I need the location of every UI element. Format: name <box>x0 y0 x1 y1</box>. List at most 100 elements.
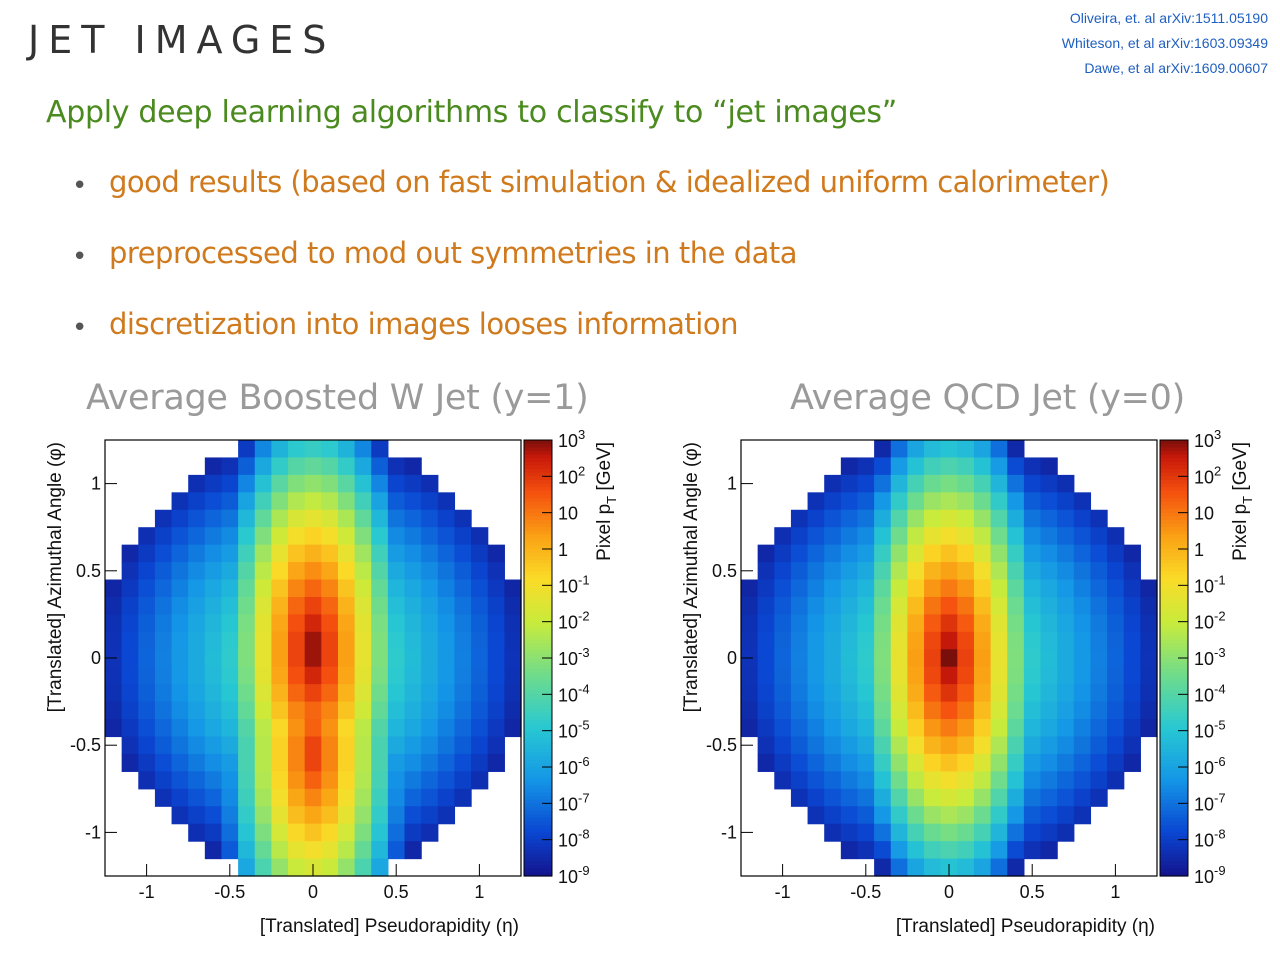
colorbar-segment <box>1160 734 1188 739</box>
heatmap-pixel <box>1107 544 1125 563</box>
colorbar-segment <box>524 796 552 801</box>
heatmap-pixel <box>824 474 842 493</box>
heatmap-pixel <box>1057 562 1075 581</box>
heatmap-pixel <box>957 823 975 842</box>
heatmap-pixel <box>1007 666 1025 685</box>
heatmap-pixel <box>238 841 256 860</box>
colorbar-segment <box>524 872 552 877</box>
colorbar-segment <box>524 752 552 757</box>
heatmap-pixel <box>1040 719 1058 738</box>
colorbar-segment <box>1160 509 1188 514</box>
reference-whiteson[interactable]: Whiteson, et al arXiv:1603.09349 <box>1061 35 1268 51</box>
heatmap-pixel <box>337 841 356 860</box>
heatmap-pixel <box>957 457 975 476</box>
heatmap-pixel <box>188 527 206 546</box>
heatmap-pixel <box>454 736 472 755</box>
colorbar-segment <box>524 665 552 670</box>
colorbar-segment <box>1160 661 1188 666</box>
heatmap-pixel <box>1123 701 1141 720</box>
x-tick-label: 1 <box>474 882 484 902</box>
heatmap-pixel <box>188 596 206 615</box>
heatmap-pixel <box>437 788 456 807</box>
heatmap-pixel <box>990 474 1008 493</box>
heatmap-pixel <box>790 753 809 772</box>
heatmap-pixel <box>924 841 942 860</box>
heatmap-pixel <box>840 492 859 511</box>
colorbar-segment <box>524 737 552 743</box>
heatmap-pixel <box>154 649 173 668</box>
heatmap-pixel <box>154 596 173 615</box>
heatmap-pixel <box>757 544 775 563</box>
reference-oliveira[interactable]: Oliveira, et. al arXiv:1511.05190 <box>1069 10 1268 26</box>
colorbar-segment <box>524 697 552 703</box>
colorbar-segment <box>524 530 552 536</box>
heatmap-pixel <box>487 684 505 703</box>
heatmap-pixel <box>890 527 908 546</box>
heatmap-pixel <box>1040 666 1058 685</box>
heatmap-pixel <box>304 649 322 668</box>
heatmap-pixel <box>487 719 505 738</box>
colorbar-segment <box>524 628 552 634</box>
reference-dawe[interactable]: Dawe, et al arXiv:1609.00607 <box>1084 60 1268 76</box>
heatmap-pixel <box>454 771 472 790</box>
heatmap-pixel <box>907 701 925 720</box>
heatmap-pixel <box>1023 701 1042 720</box>
heatmap-pixel <box>1090 509 1108 528</box>
heatmap-pixel <box>774 719 792 738</box>
heatmap-pixel <box>421 736 439 755</box>
heatmap-pixel <box>973 736 992 755</box>
heatmap-pixel <box>957 509 975 528</box>
heatmap-pixel <box>1107 614 1125 633</box>
heatmap-pixel <box>271 788 289 807</box>
heatmap-pixel <box>321 474 339 493</box>
heatmap-pixel <box>487 614 505 633</box>
heatmap-pixel <box>890 666 908 685</box>
panel-title-w-jet: Average Boosted W Jet (y=1) <box>86 378 589 418</box>
heatmap-pixel <box>890 788 908 807</box>
heatmap-pixel <box>973 492 992 511</box>
heatmap-pixel <box>907 788 925 807</box>
heatmap-pixel <box>1107 771 1125 790</box>
heatmap-pixel <box>171 631 189 650</box>
heatmap-pixel <box>1057 701 1075 720</box>
heatmap-pixel <box>204 771 223 790</box>
heatmap-pixel <box>304 806 322 825</box>
heatmap-pixel <box>890 579 908 598</box>
colorbar-segment <box>1160 530 1188 536</box>
heatmap-pixel <box>421 509 439 528</box>
heatmap-pixel <box>874 823 892 842</box>
heatmap-pixel <box>221 544 239 563</box>
heatmap-pixel <box>1090 719 1108 738</box>
heatmap-pixel <box>204 701 223 720</box>
heatmap-pixel <box>504 701 522 720</box>
heatmap-pixel <box>874 596 892 615</box>
colorbar-segment <box>1160 599 1188 605</box>
heatmap-pixel <box>957 684 975 703</box>
heatmap-pixel <box>940 806 958 825</box>
heatmap-pixel <box>990 858 1008 877</box>
colorbar-segment <box>524 839 552 844</box>
heatmap-pixel <box>421 631 439 650</box>
heatmap-pixel <box>840 614 859 633</box>
heatmap-pixel <box>371 631 389 650</box>
heatmap-pixel <box>271 753 289 772</box>
heatmap-pixel <box>874 701 892 720</box>
heatmap-pixel <box>1023 771 1042 790</box>
heatmap-pixel <box>790 666 809 685</box>
heatmap-pixel <box>1090 631 1108 650</box>
heatmap-pixel <box>188 614 206 633</box>
heatmap-pixel <box>957 562 975 581</box>
heatmap-pixel <box>354 684 372 703</box>
heatmap-pixel <box>204 579 223 598</box>
heatmap-pixel <box>874 440 892 459</box>
heatmap-pixel <box>1073 771 1092 790</box>
heatmap-pixel <box>371 701 389 720</box>
heatmap-pixel <box>238 649 256 668</box>
heatmap-pixel <box>271 631 289 650</box>
heatmap-pixel <box>188 492 206 511</box>
heatmap-pixel <box>1090 736 1108 755</box>
colorbar-segment <box>1160 806 1188 812</box>
heatmap-pixel <box>221 579 239 598</box>
heatmap-pixel <box>1040 823 1058 842</box>
colorbar-segment <box>1160 585 1188 590</box>
